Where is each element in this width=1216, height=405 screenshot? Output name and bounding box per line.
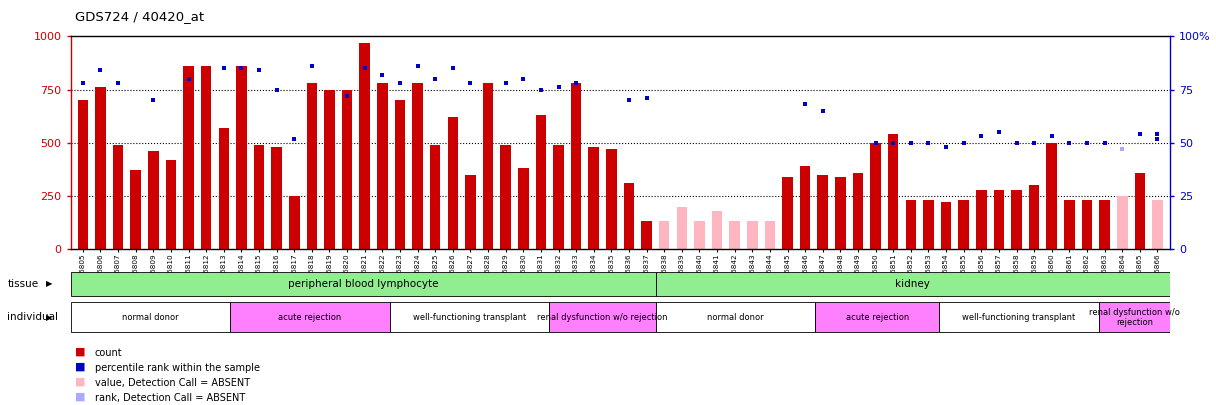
Bar: [941, 202, 951, 249]
Bar: [765, 222, 775, 249]
Bar: [694, 222, 705, 249]
Bar: [483, 83, 494, 249]
Text: peripheral blood lymphocyte: peripheral blood lymphocyte: [288, 279, 438, 289]
Bar: [1118, 196, 1127, 249]
Bar: [676, 207, 687, 249]
Bar: [165, 160, 176, 249]
Bar: [78, 100, 88, 249]
Bar: [430, 145, 440, 249]
Bar: [230, 302, 389, 333]
Bar: [518, 168, 529, 249]
Text: ■: ■: [75, 392, 86, 402]
Bar: [325, 90, 334, 249]
Bar: [219, 128, 229, 249]
Bar: [271, 147, 282, 249]
Bar: [993, 190, 1004, 249]
Bar: [553, 145, 564, 249]
Bar: [1082, 200, 1092, 249]
Text: ■: ■: [75, 362, 86, 372]
Bar: [655, 302, 815, 333]
Text: acute rejection: acute rejection: [845, 313, 908, 322]
Bar: [655, 271, 1170, 296]
Bar: [711, 211, 722, 249]
Bar: [377, 83, 388, 249]
Bar: [659, 222, 670, 249]
Bar: [1099, 302, 1170, 333]
Bar: [782, 177, 793, 249]
Text: rank, Detection Call = ABSENT: rank, Detection Call = ABSENT: [95, 393, 246, 403]
Bar: [535, 115, 546, 249]
Bar: [130, 171, 141, 249]
Text: ■: ■: [75, 377, 86, 387]
Bar: [500, 145, 511, 249]
Bar: [254, 145, 264, 249]
Bar: [1029, 185, 1040, 249]
Text: kidney: kidney: [895, 279, 930, 289]
Bar: [1135, 173, 1145, 249]
Bar: [236, 66, 247, 249]
Text: acute rejection: acute rejection: [278, 313, 342, 322]
Bar: [360, 43, 370, 249]
Bar: [447, 117, 458, 249]
Text: renal dysfunction w/o rejection: renal dysfunction w/o rejection: [537, 313, 668, 322]
Text: well-functioning transplant: well-functioning transplant: [962, 313, 1076, 322]
Bar: [71, 271, 655, 296]
Bar: [466, 175, 475, 249]
Text: normal donor: normal donor: [706, 313, 764, 322]
Bar: [939, 302, 1099, 333]
Bar: [289, 196, 299, 249]
Bar: [1153, 200, 1162, 249]
Bar: [570, 83, 581, 249]
Bar: [852, 173, 863, 249]
Bar: [1099, 200, 1110, 249]
Bar: [835, 177, 845, 249]
Bar: [906, 200, 916, 249]
Bar: [800, 166, 810, 249]
Bar: [817, 175, 828, 249]
Text: tissue: tissue: [7, 279, 39, 289]
Bar: [412, 83, 423, 249]
Bar: [976, 190, 986, 249]
Bar: [113, 145, 123, 249]
Bar: [888, 134, 899, 249]
Bar: [1012, 190, 1021, 249]
Text: ▶: ▶: [46, 313, 52, 322]
Bar: [395, 100, 405, 249]
Bar: [958, 200, 969, 249]
Text: ▶: ▶: [46, 279, 52, 288]
Text: ■: ■: [75, 347, 86, 357]
Text: well-functioning transplant: well-functioning transplant: [412, 313, 527, 322]
Bar: [815, 302, 939, 333]
Bar: [606, 149, 617, 249]
Text: percentile rank within the sample: percentile rank within the sample: [95, 363, 260, 373]
Bar: [589, 147, 599, 249]
Bar: [747, 222, 758, 249]
Text: individual: individual: [7, 312, 58, 322]
Bar: [342, 90, 353, 249]
Text: GDS724 / 40420_at: GDS724 / 40420_at: [75, 10, 204, 23]
Text: count: count: [95, 348, 123, 358]
Bar: [201, 66, 212, 249]
Bar: [95, 87, 106, 249]
Text: value, Detection Call = ABSENT: value, Detection Call = ABSENT: [95, 378, 250, 388]
Text: normal donor: normal donor: [122, 313, 179, 322]
Bar: [923, 200, 934, 249]
Bar: [550, 302, 655, 333]
Bar: [730, 222, 741, 249]
Bar: [1047, 143, 1057, 249]
Bar: [1064, 200, 1075, 249]
Bar: [148, 151, 158, 249]
Text: renal dysfunction w/o
rejection: renal dysfunction w/o rejection: [1088, 308, 1180, 327]
Bar: [389, 302, 550, 333]
Bar: [641, 222, 652, 249]
Bar: [624, 183, 635, 249]
Bar: [184, 66, 193, 249]
Bar: [71, 302, 230, 333]
Bar: [871, 143, 880, 249]
Bar: [306, 83, 317, 249]
